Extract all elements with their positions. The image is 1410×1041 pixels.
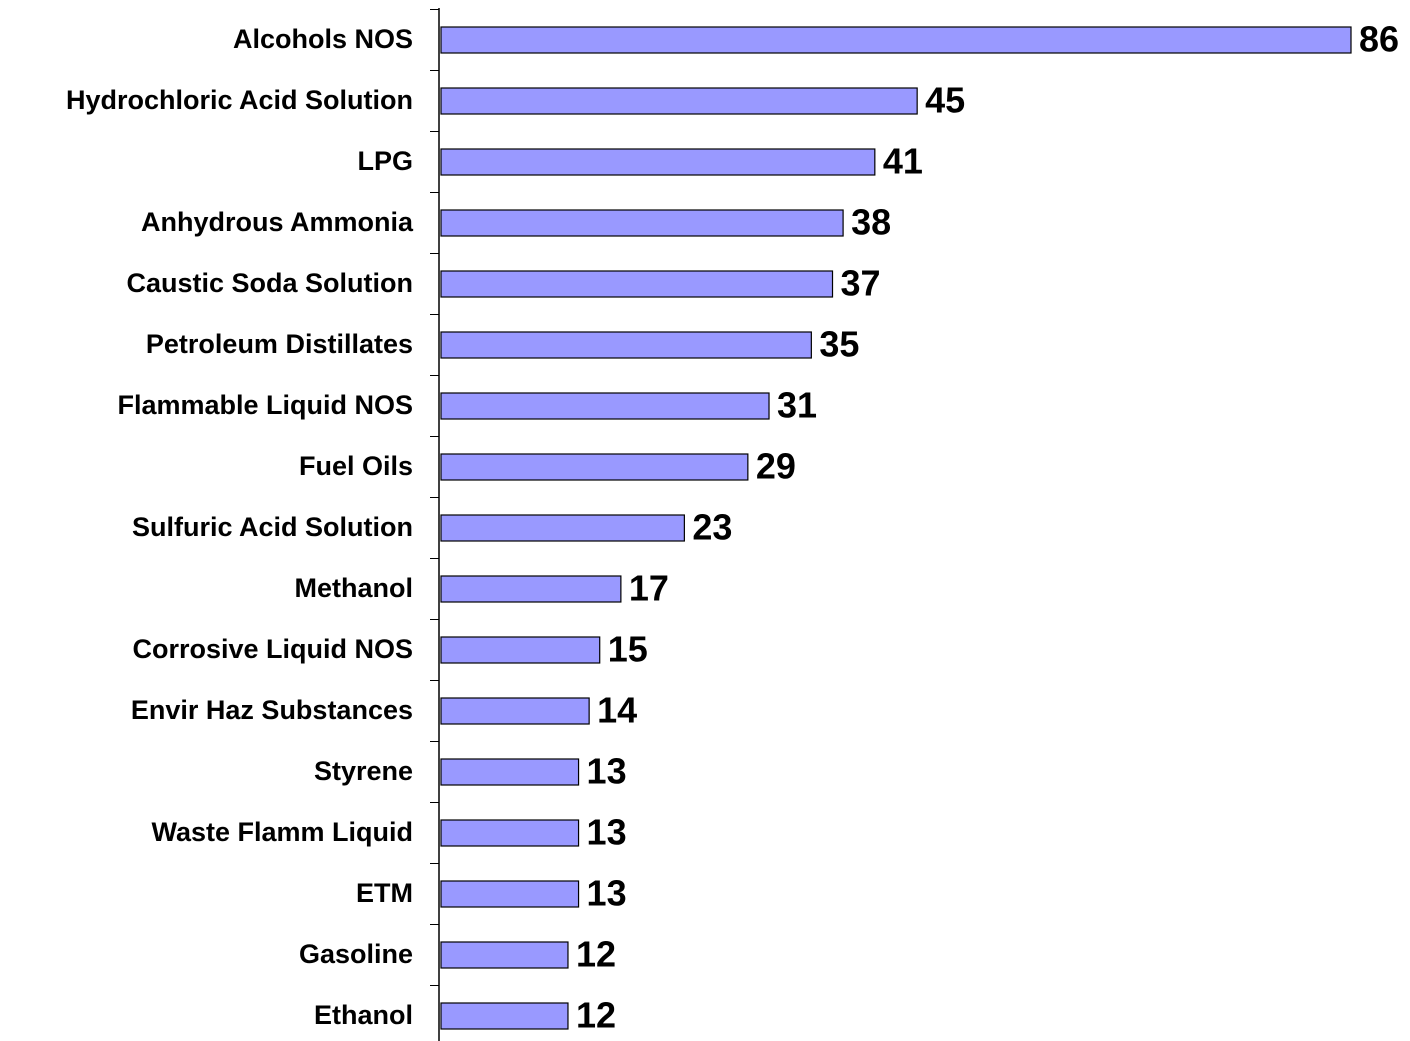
value-label: 13: [587, 873, 627, 914]
category-label: Gasoline: [299, 939, 413, 969]
category-label: Petroleum Distillates: [146, 329, 413, 359]
value-label: 31: [777, 385, 817, 426]
category-label: Ethanol: [314, 1000, 413, 1030]
category-label: Waste Flamm Liquid: [151, 817, 413, 847]
category-label: Caustic Soda Solution: [126, 268, 413, 298]
value-label: 41: [883, 141, 923, 182]
value-label: 15: [608, 629, 648, 670]
value-label: 13: [587, 751, 627, 792]
value-label: 29: [756, 446, 796, 487]
value-label: 38: [851, 202, 891, 243]
category-label: Hydrochloric Acid Solution: [66, 85, 413, 115]
bar: [440, 270, 834, 298]
bar: [440, 209, 844, 237]
value-label: 12: [576, 934, 616, 975]
value-label: 14: [597, 690, 637, 731]
bar: [440, 453, 749, 481]
category-label: Sulfuric Acid Solution: [132, 512, 413, 542]
value-label: 45: [925, 80, 965, 121]
value-label: 35: [819, 324, 859, 365]
category-label: Envir Haz Substances: [131, 695, 413, 725]
category-label: Styrene: [314, 756, 413, 786]
bar: [440, 575, 622, 603]
bar: [440, 1002, 569, 1030]
category-label: Fuel Oils: [299, 451, 413, 481]
category-label: Flammable Liquid NOS: [117, 390, 413, 420]
bar: [440, 697, 590, 725]
bar: [440, 880, 580, 908]
bar: [440, 514, 685, 542]
value-label: 37: [841, 263, 881, 304]
bar: [440, 26, 1352, 54]
value-label: 23: [692, 507, 732, 548]
category-label: Anhydrous Ammonia: [141, 207, 414, 237]
value-label: 12: [576, 995, 616, 1036]
bar: [440, 636, 601, 664]
category-label: Corrosive Liquid NOS: [132, 634, 413, 664]
bar: [440, 758, 580, 786]
bar: [440, 148, 876, 176]
category-label: Methanol: [295, 573, 414, 603]
value-label: 17: [629, 568, 669, 609]
bar: [440, 819, 580, 847]
value-label: 13: [587, 812, 627, 853]
category-label: Alcohols NOS: [233, 24, 413, 54]
bar: [440, 392, 770, 420]
value-label: 86: [1359, 19, 1399, 60]
category-label: LPG: [357, 146, 413, 176]
bar: [440, 87, 918, 115]
bar: [440, 941, 569, 969]
category-label: ETM: [356, 878, 413, 908]
bar: [440, 331, 812, 359]
